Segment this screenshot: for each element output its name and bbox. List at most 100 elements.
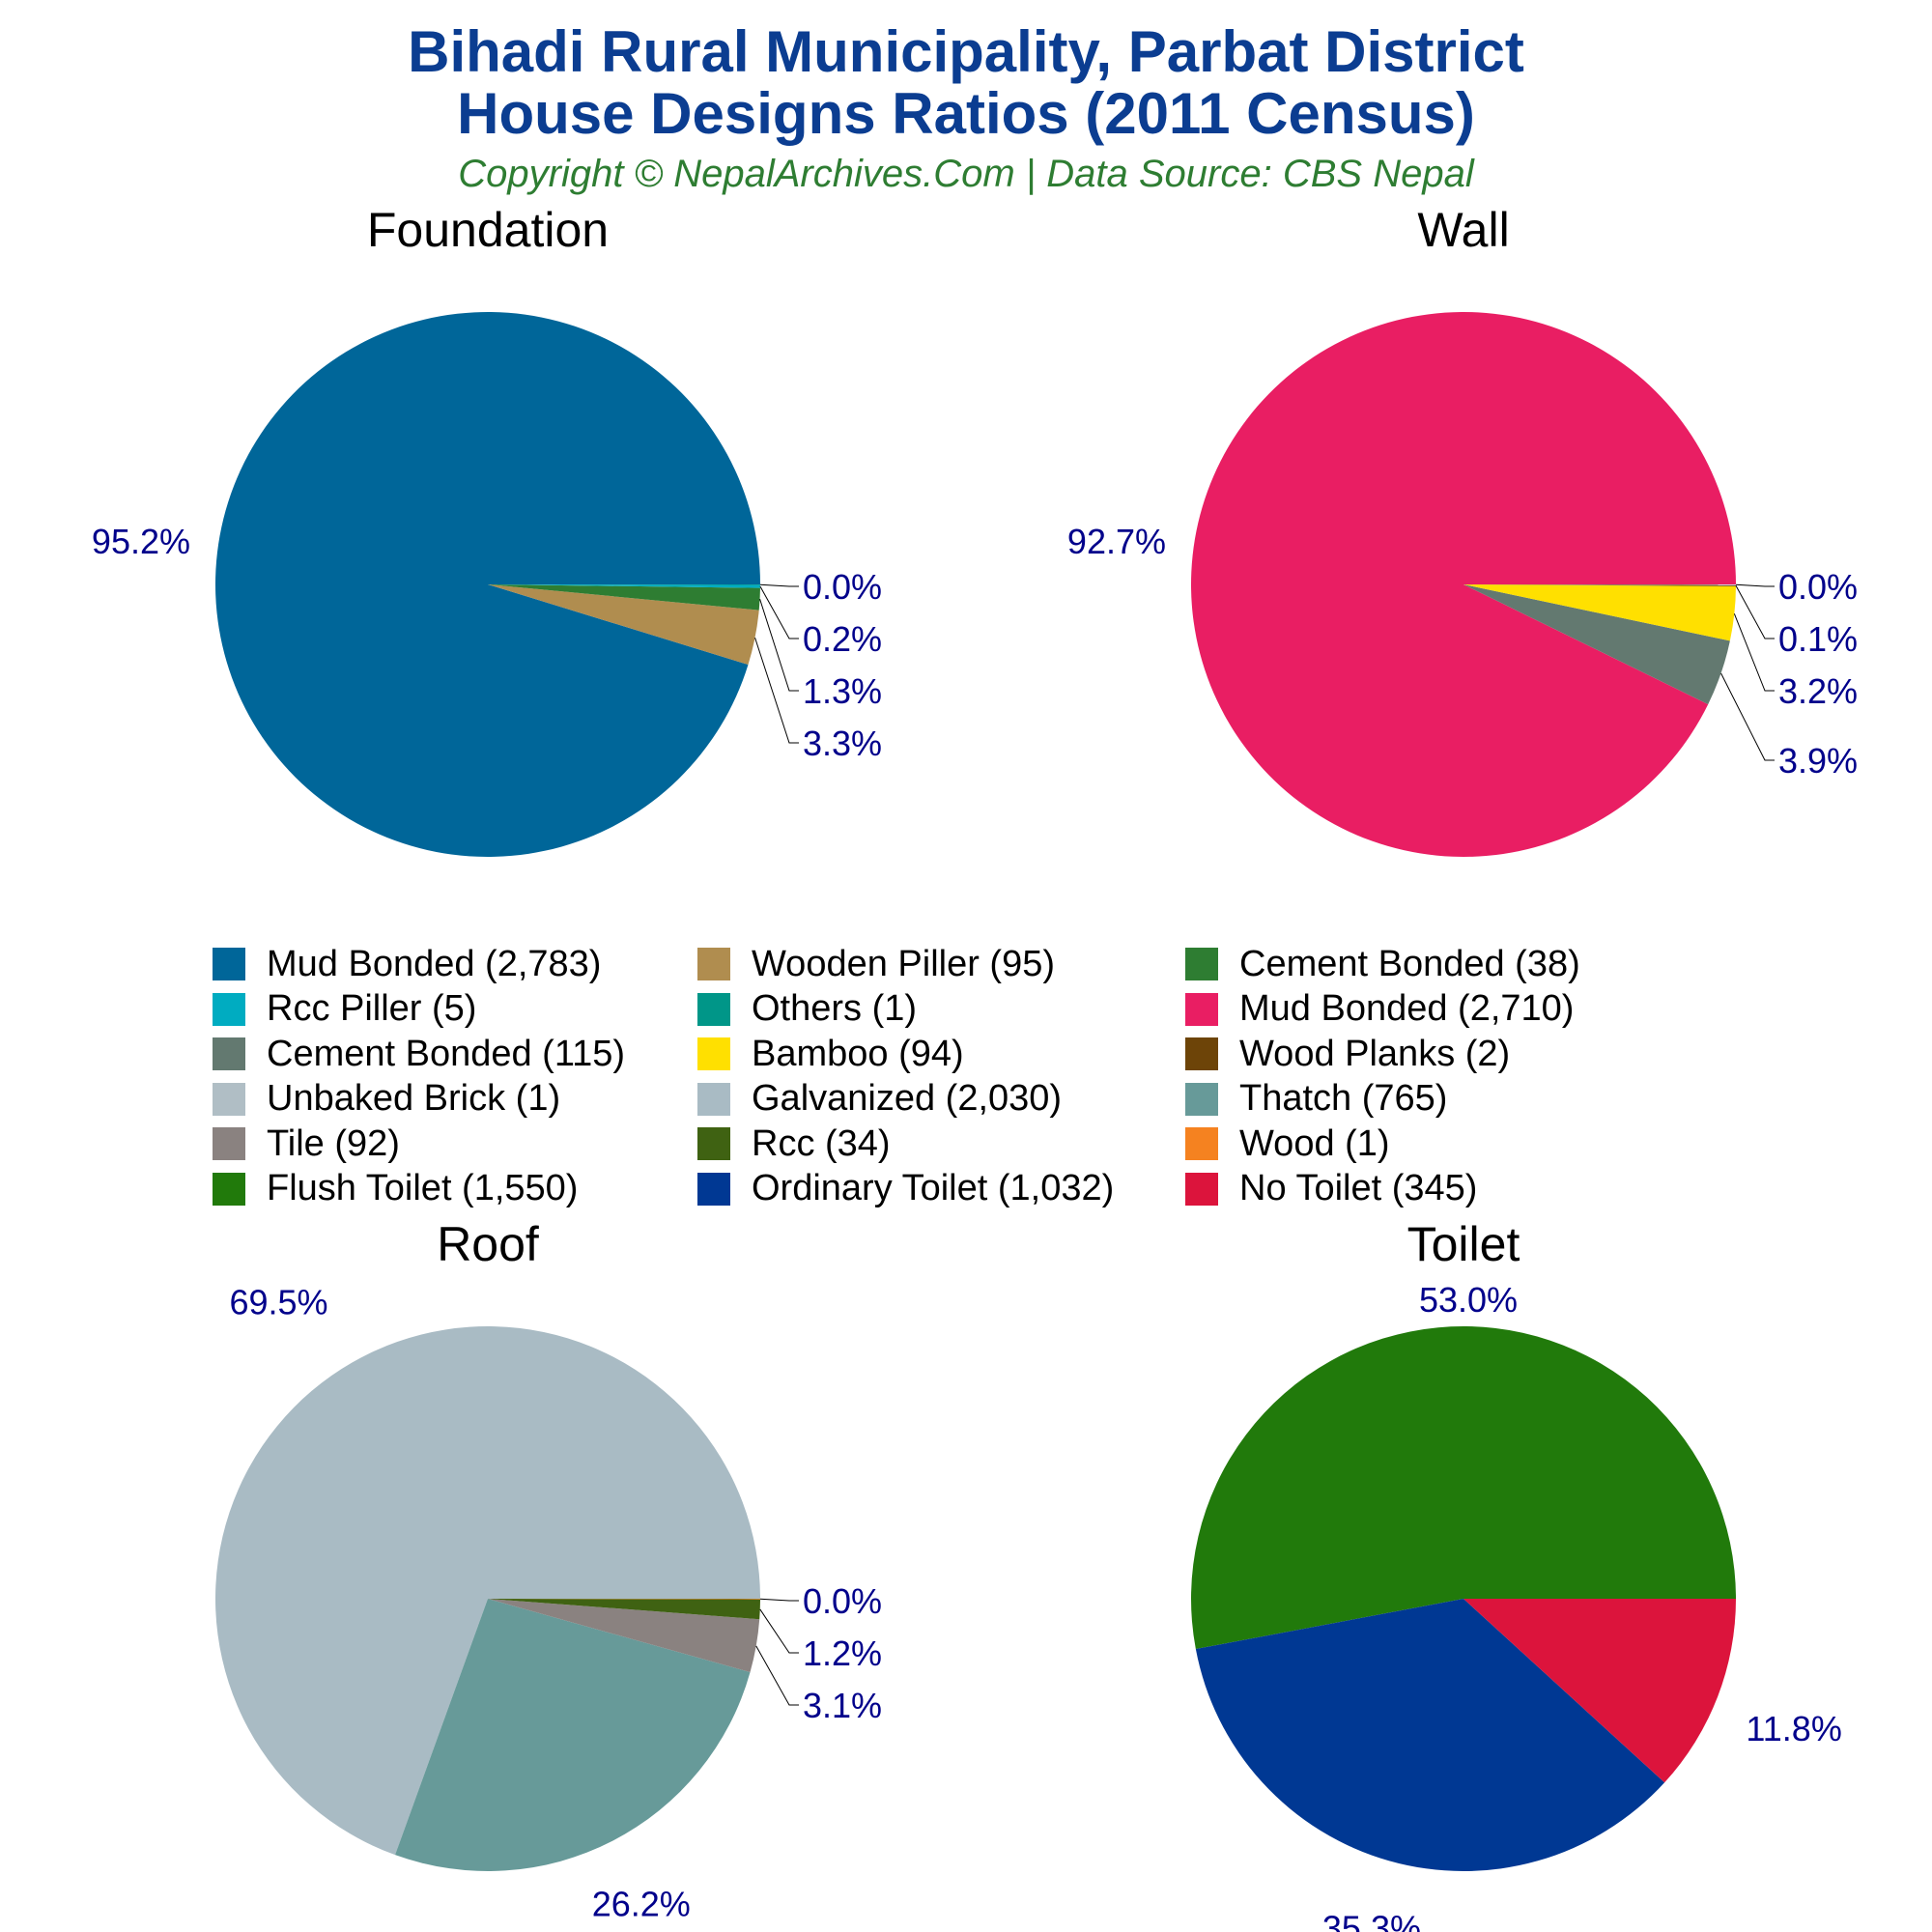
legend-swatch <box>697 1037 730 1070</box>
legend-label: Cement Bonded (115) <box>267 1033 626 1074</box>
legend-label: Galvanized (2,030) <box>752 1078 1063 1119</box>
pie-pct-label: 53.0% <box>1419 1280 1518 1320</box>
pie-leader-line <box>759 1608 799 1654</box>
legend-swatch <box>213 948 245 980</box>
legend-swatch <box>697 1127 730 1160</box>
legend-swatch <box>697 992 730 1026</box>
legend-label: Ordinary Toilet (1,032) <box>752 1168 1115 1208</box>
pie-pct-label: 3.2% <box>1778 671 1858 711</box>
legend-swatch <box>213 1082 245 1116</box>
pie-pct-label: 3.3% <box>803 724 882 763</box>
pie-pct-label: 95.2% <box>92 522 190 561</box>
legend-swatch <box>213 1172 245 1206</box>
pie-toilet: Toilet 53.0% 35.3% 11.8% <box>1191 1217 1842 1932</box>
legend-swatch <box>697 1172 730 1206</box>
legend-label: Unbaked Brick (1) <box>267 1078 561 1119</box>
legend-item: Mud Bonded (2,783) <box>213 942 601 986</box>
pie-slice <box>488 1599 760 1673</box>
pie-pct-label: 0.2% <box>803 619 882 659</box>
legend-item: Tile (92) <box>213 1122 400 1166</box>
legend-item: Rcc (34) <box>697 1122 891 1166</box>
pie-leader-line <box>755 1645 799 1706</box>
legend-swatch <box>213 1127 245 1160</box>
pie-slice <box>488 1599 760 1620</box>
pie-slice <box>1463 584 1736 641</box>
pie-leader-line <box>1720 672 1775 761</box>
pie-pct-label: 1.2% <box>803 1634 882 1673</box>
legend-label: Wooden Piller (95) <box>752 943 1056 984</box>
pie-slice <box>488 1599 760 1600</box>
pie-title: Roof <box>437 1217 539 1271</box>
pie-leader-line <box>759 1598 799 1602</box>
legend-item: Wood (1) <box>1185 1122 1390 1166</box>
legend-label: Flush Toilet (1,550) <box>267 1168 579 1208</box>
legend-label: Thatch (765) <box>1239 1078 1448 1119</box>
legend-item: Wood Planks (2) <box>1185 1032 1510 1076</box>
pie-leader-line <box>1735 583 1775 587</box>
pie-pct-label: 0.0% <box>803 567 882 607</box>
legend-swatch <box>697 948 730 980</box>
chart-title-line2: House Designs Ratios (2011 Census) <box>457 81 1475 146</box>
legend-label: Cement Bonded (38) <box>1239 943 1580 984</box>
legend-label: Wood Planks (2) <box>1239 1033 1511 1074</box>
legend-swatch <box>1185 1127 1218 1160</box>
legend-swatch <box>1185 992 1218 1026</box>
pie-slice <box>215 312 761 858</box>
legend-label: Others (1) <box>752 988 918 1029</box>
legend-swatch <box>213 992 245 1026</box>
legend-item: Flush Toilet (1,550) <box>213 1167 578 1211</box>
pie-foundation: Foundation 95.2% 0.0% 0.2% 1.3% 3.3% <box>92 203 882 858</box>
chart-title-line1: Bihadi Rural Municipality, Parbat Distri… <box>408 19 1524 84</box>
pie-pct-label: 0.0% <box>1778 567 1858 607</box>
pie-leader-line <box>759 585 799 639</box>
pie-title: Foundation <box>367 203 609 257</box>
legend-item: Galvanized (2,030) <box>697 1077 1062 1122</box>
pie-slice <box>488 584 760 585</box>
pie-slice <box>1463 584 1736 586</box>
pie-slice <box>214 1326 761 1856</box>
pie-slice <box>1463 584 1730 705</box>
pie-wall: Wall 92.7% 0.0% 0.1% 3.2% 3.9% <box>1067 203 1858 857</box>
pie-pct-label: 69.5% <box>229 1282 327 1321</box>
pie-pct-label: 35.3% <box>1322 1909 1421 1932</box>
pie-pct-label: 92.7% <box>1067 522 1166 561</box>
pie-pct-label: 1.3% <box>803 671 882 711</box>
pie-leader-line <box>759 598 799 692</box>
legend-item: Mud Bonded (2,710) <box>1185 987 1574 1032</box>
pie-leader-line <box>1735 584 1775 639</box>
chart-subtitle: Copyright © NepalArchives.Com | Data Sou… <box>458 153 1474 195</box>
legend-item: Ordinary Toilet (1,032) <box>697 1167 1114 1211</box>
pie-slice <box>488 584 759 666</box>
pie-title: Toilet <box>1407 1217 1520 1271</box>
legend-item: Others (1) <box>697 987 917 1032</box>
legend-item: Cement Bonded (115) <box>213 1032 625 1076</box>
legend-item: Thatch (765) <box>1185 1077 1447 1122</box>
pie-slice <box>1463 584 1736 585</box>
pie-pct-label: 3.9% <box>1778 741 1858 781</box>
legend-label: Mud Bonded (2,783) <box>267 943 602 984</box>
legend-label: Tile (92) <box>267 1122 400 1164</box>
pie-pct-label: 0.1% <box>1778 619 1858 659</box>
pie-slice <box>1195 1599 1665 1871</box>
pie-slice <box>1191 1325 1736 1650</box>
pie-title: Wall <box>1417 203 1509 257</box>
legend-item: Cement Bonded (38) <box>1185 942 1580 986</box>
pie-pct-label: 3.1% <box>803 1686 882 1725</box>
legend-label: No Toilet (345) <box>1239 1168 1478 1208</box>
pie-roof: Roof 69.5% 26.2% 0.0% 1.2% 3.1% <box>214 1217 882 1924</box>
pie-slice <box>1463 1599 1736 1783</box>
legend-swatch <box>213 1037 245 1070</box>
legend-swatch <box>1185 1172 1218 1206</box>
pie-leader-line <box>759 583 799 587</box>
pie-leader-line <box>754 637 799 744</box>
legend-label: Rcc Piller (5) <box>267 988 477 1029</box>
pie-slice <box>488 584 760 588</box>
pie-leader-line <box>1733 613 1775 692</box>
legend-label: Wood (1) <box>1239 1122 1390 1164</box>
legend-swatch <box>1185 948 1218 980</box>
pie-slice <box>488 584 760 611</box>
legend-item: Unbaked Brick (1) <box>213 1077 560 1122</box>
pie-pct-label: 26.2% <box>592 1885 691 1924</box>
legend-label: Mud Bonded (2,710) <box>1239 988 1575 1029</box>
